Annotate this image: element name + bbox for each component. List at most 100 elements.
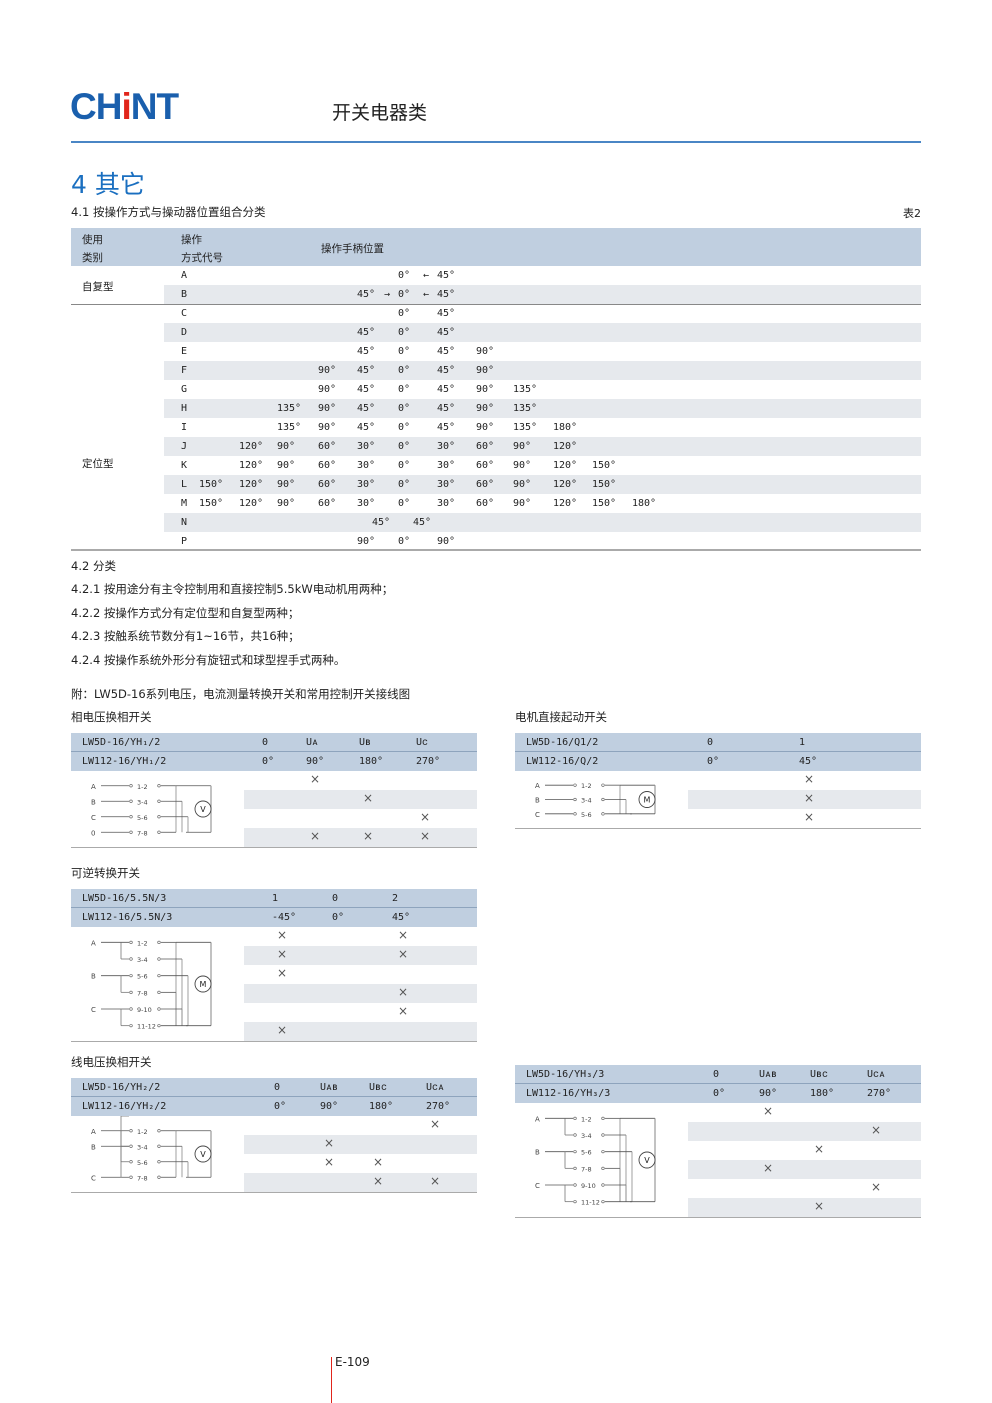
terminal-icon [157, 784, 161, 788]
contact-row: × [244, 1135, 477, 1154]
handle-position: 60° [476, 479, 495, 490]
header-cell: 0° [707, 756, 720, 767]
handle-position: 120° [239, 479, 264, 490]
handle-position: 30° [437, 479, 456, 490]
contact-closed-mark: × [398, 928, 409, 942]
handle-position: 30° [437, 441, 456, 452]
terminal-icon [129, 974, 133, 978]
handle-position: 90° [318, 422, 337, 433]
contact-row: × × [244, 1154, 477, 1173]
handle-position: 45° [437, 270, 456, 281]
contact-closed-mark: × [277, 928, 288, 942]
phase-label: A [91, 939, 96, 947]
terminal-icon [157, 990, 161, 994]
terminal-label: 7-8 [137, 829, 148, 837]
contact-closed-mark: × [871, 1180, 882, 1194]
op-code: N [181, 517, 188, 528]
header-cell: 0° [332, 912, 345, 923]
terminal-icon [573, 812, 577, 816]
terminal-icon [157, 940, 161, 944]
handle-position: 120° [239, 460, 264, 471]
header-cell: 0 [713, 1069, 720, 1080]
handle-position: 45° [357, 289, 376, 300]
terminal-label: 3-4 [137, 1143, 148, 1151]
terminal-icon [129, 815, 133, 819]
voltmeter-icon [194, 800, 212, 818]
handle-position: 135° [513, 384, 538, 395]
appendix-title: 附：LW5D-16系列电压，电流测量转换开关和常用控制开关接线图 [71, 687, 411, 701]
header-category: 开关电器类 [332, 102, 428, 124]
handle-position: 60° [318, 479, 337, 490]
wiring-diagram: ABC 0 1-2 3-4 5-6 7-8 V [91, 783, 212, 837]
header-cell: 0 [262, 737, 269, 748]
handle-position: 45° [413, 517, 432, 528]
table-row: A 0° 45° ← [164, 266, 921, 285]
terminal-icon [157, 1175, 161, 1179]
handle-position: 135° [277, 403, 302, 414]
logo-text: NT [130, 86, 179, 127]
terminal-icon [601, 1166, 605, 1170]
terminal-label: 11-12 [581, 1199, 600, 1207]
terminal-icon [601, 1133, 605, 1137]
contact-closed-mark: × [430, 1174, 441, 1188]
handle-position: 90° [357, 536, 376, 547]
op-code: A [181, 270, 188, 281]
handle-position: 45° [437, 308, 456, 319]
terminal-icon [601, 1116, 605, 1120]
phase-label: A [535, 782, 540, 790]
contact-closed-mark: × [310, 829, 321, 843]
arrow-left-icon: ← [423, 289, 430, 300]
terminal-icon [129, 1144, 133, 1148]
handle-position: 120° [553, 441, 578, 452]
meter-label: M [200, 980, 207, 989]
handle-position: 135° [513, 403, 538, 414]
header-cell: 45° [799, 756, 818, 767]
terminal-label: 1-2 [137, 939, 148, 947]
op-code: J [181, 441, 188, 452]
handle-position: 45° [437, 403, 456, 414]
contact-closed-mark: × [373, 1174, 384, 1188]
table-header-row: LW112-16/YH₁/2 0° 90° 180° 270° [71, 752, 477, 771]
terminal-icon [157, 957, 161, 961]
table-bottom-border [515, 1217, 921, 1218]
contact-row: × × [244, 946, 477, 965]
header-cell: LW5D-16/YH₁/2 [82, 737, 161, 748]
header-cell: 0° [274, 1101, 287, 1112]
table-header-row: LW5D-16/Q1/2 0 1 [515, 733, 921, 752]
motor-icon [638, 791, 656, 808]
meter-label: M [644, 796, 651, 805]
handle-position: 120° [553, 460, 578, 471]
table-header-row: LW5D-16/YH₃/3 0 Uᴀʙ Uʙᴄ Uᴄᴀ [515, 1065, 921, 1084]
phase-label: B [535, 797, 540, 805]
terminal-icon [157, 830, 161, 834]
op-code: D [181, 327, 188, 338]
phase-label: C [91, 814, 96, 822]
phase-label: A [91, 783, 96, 791]
terminal-label: 7-8 [137, 1174, 148, 1182]
handle-position: 60° [318, 498, 337, 509]
handle-position: 135° [513, 422, 538, 433]
terminal-label: 5-6 [137, 973, 148, 981]
contact-row: × [244, 771, 477, 790]
header-cell: Uᴄᴀ [867, 1069, 886, 1080]
table-row: I 135° 90° 45° 0° 45° 90° 135° 180° [164, 418, 921, 437]
handle-position: 90° [277, 441, 296, 452]
contact-row: × [688, 1122, 921, 1141]
table-row: E 45° 0° 45° 90° [164, 342, 921, 361]
header-cell: Uᴄ [416, 737, 429, 748]
header-cell: 1 [272, 893, 279, 904]
op-code: E [181, 346, 188, 357]
terminal-icon [129, 1175, 133, 1179]
terminal-icon [573, 783, 577, 787]
switch-title: 相电压换相开关 [71, 710, 152, 724]
subsection-title: 4.1 按操作方式与操动器位置组合分类 [71, 205, 266, 219]
table-header-row: LW5D-16/YH₁/2 0 Uᴀ Uʙ Uᴄ [71, 733, 477, 752]
terminal-icon [601, 783, 605, 787]
op-code: G [181, 384, 188, 395]
terminal-label: 3-4 [581, 1132, 592, 1140]
header-cell: 180° [359, 756, 384, 767]
handle-position: 180° [553, 422, 578, 433]
table-bottom-border [71, 1041, 477, 1042]
op-code: L [181, 479, 188, 490]
contact-row: × × × [244, 828, 477, 847]
